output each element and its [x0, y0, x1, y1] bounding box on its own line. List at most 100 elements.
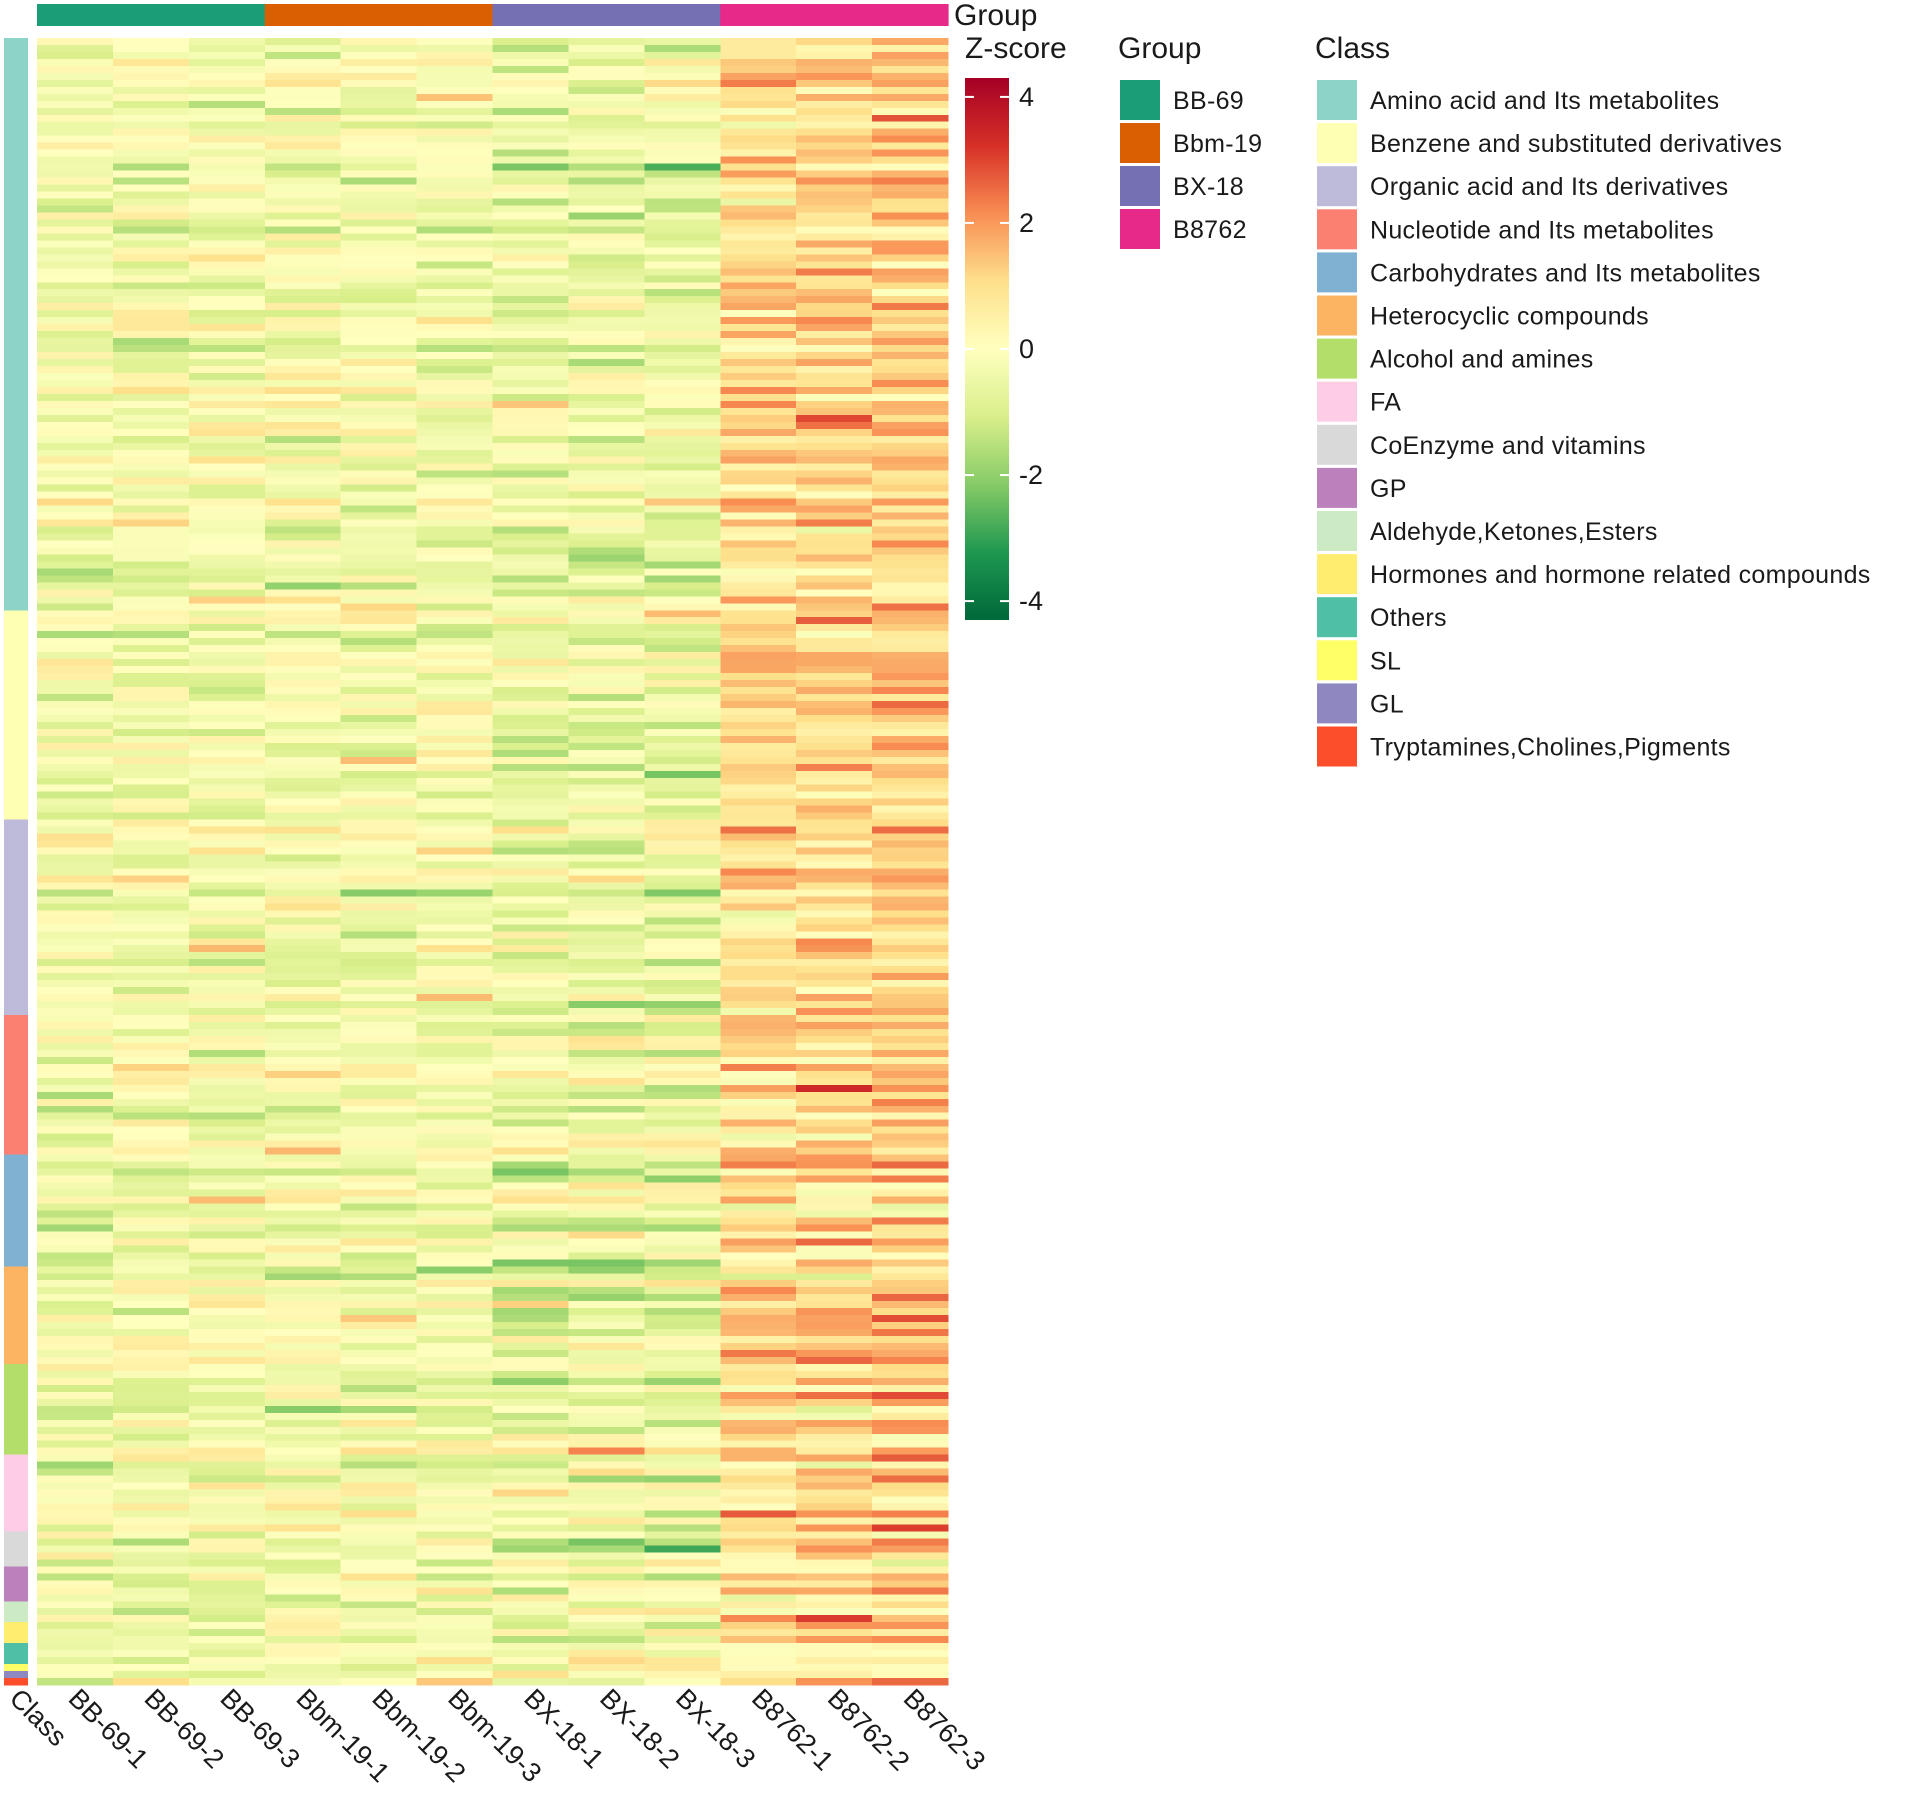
heatmap-cell	[112, 1147, 190, 1156]
heatmap-cell	[492, 561, 569, 569]
heatmap-cell	[568, 407, 645, 416]
heatmap-cell	[112, 1182, 190, 1191]
heatmap-cell	[416, 1601, 493, 1609]
heatmap-cell	[264, 868, 342, 876]
heatmap-cell	[112, 554, 190, 562]
heatmap-cell	[492, 1587, 569, 1595]
heatmap-cell	[796, 777, 873, 786]
heatmap-cell	[644, 296, 721, 304]
heatmap-cell	[796, 1203, 873, 1211]
heatmap-cell	[644, 65, 721, 74]
heatmap-cell	[568, 1294, 645, 1302]
heatmap-cell	[264, 959, 342, 967]
heatmap-cell	[492, 533, 569, 541]
heatmap-cell	[492, 79, 569, 88]
heatmap-cell	[644, 1468, 721, 1477]
heatmap-cell	[720, 261, 797, 269]
class-legend-swatch	[1317, 683, 1357, 724]
heatmap-cell	[340, 268, 418, 276]
heatmap-cell	[188, 1015, 266, 1023]
heatmap-cell	[112, 805, 190, 814]
heatmap-cell	[568, 1356, 645, 1365]
heatmap-cell	[644, 973, 721, 981]
heatmap-cell	[492, 1098, 569, 1107]
heatmap-cell	[644, 1657, 721, 1665]
heatmap-cell	[416, 1622, 493, 1630]
heatmap-cell	[37, 428, 114, 437]
heatmap-cell	[188, 128, 266, 137]
heatmap-cell	[340, 128, 418, 137]
heatmap-cell	[340, 58, 418, 67]
group-bar-cell	[568, 4, 645, 26]
heatmap-cell	[188, 840, 266, 849]
heatmap-cell	[720, 1664, 797, 1672]
heatmap-cell	[264, 1315, 342, 1323]
heatmap-cell	[492, 589, 569, 597]
heatmap-cell	[872, 1384, 949, 1393]
heatmap-cell	[264, 1573, 342, 1581]
colorbar-tick-label: 4	[1019, 82, 1034, 112]
heatmap-cell	[264, 338, 342, 346]
heatmap-cell	[644, 1643, 721, 1651]
heatmap-cell	[416, 100, 493, 109]
heatmap-cell	[188, 247, 266, 255]
heatmap-cell	[796, 435, 873, 444]
heatmap-cell	[872, 449, 949, 458]
heatmap-cell	[872, 631, 949, 639]
heatmap-cell	[796, 1315, 873, 1323]
heatmap-cell	[340, 756, 418, 765]
heatmap-cell	[720, 352, 797, 360]
heatmap-cell	[188, 561, 266, 569]
heatmap-cell	[112, 491, 190, 500]
class-legend-label: Alcohol and amines	[1370, 346, 1594, 374]
heatmap-cell	[340, 1056, 418, 1065]
heatmap-cell	[340, 317, 418, 325]
heatmap-cell	[644, 1168, 721, 1177]
heatmap-cell	[112, 1028, 190, 1037]
heatmap-cell	[492, 86, 569, 95]
heatmap-cell	[188, 568, 266, 576]
class-bar-segment	[4, 610, 28, 821]
heatmap-cell	[188, 1517, 266, 1525]
heatmap-cell	[340, 770, 418, 779]
heatmap-cell	[340, 393, 418, 402]
heatmap-cell	[720, 917, 797, 925]
heatmap-cell	[264, 352, 342, 360]
heatmap-cell	[568, 310, 645, 318]
heatmap-cell	[188, 93, 266, 102]
heatmap-cell	[416, 1329, 493, 1337]
heatmap-cell	[340, 666, 418, 674]
heatmap-cell	[188, 707, 266, 716]
heatmap-cell	[340, 1489, 418, 1498]
heatmap-cell	[644, 707, 721, 716]
heatmap-cell	[188, 1203, 266, 1211]
heatmap-cell	[644, 1266, 721, 1274]
heatmap-cell	[872, 177, 949, 186]
heatmap-cell	[188, 1091, 266, 1100]
heatmap-cell	[644, 554, 721, 562]
heatmap-cell	[416, 1140, 493, 1149]
heatmap-cell	[568, 121, 645, 130]
heatmap-cell	[492, 645, 569, 653]
heatmap-cell	[264, 938, 342, 946]
heatmap-cell	[644, 694, 721, 702]
heatmap-cell	[720, 882, 797, 890]
heatmap-cell	[188, 44, 266, 53]
heatmap-cell	[340, 240, 418, 248]
heatmap-cell	[796, 86, 873, 95]
heatmap-cell	[264, 910, 342, 918]
heatmap-cell	[644, 393, 721, 402]
class-legend-swatch	[1317, 597, 1357, 638]
heatmap-cell	[720, 1440, 797, 1449]
heatmap-cell	[264, 65, 342, 74]
heatmap-cell	[416, 749, 493, 758]
heatmap-cell	[340, 875, 418, 883]
heatmap-cell	[264, 749, 342, 758]
heatmap-cell	[264, 135, 342, 144]
heatmap-cell	[796, 1091, 873, 1100]
heatmap-cell	[37, 1566, 114, 1574]
heatmap-cell	[416, 44, 493, 53]
heatmap-cell	[568, 603, 645, 611]
heatmap-cell	[492, 219, 569, 227]
heatmap-cell	[37, 1531, 114, 1539]
